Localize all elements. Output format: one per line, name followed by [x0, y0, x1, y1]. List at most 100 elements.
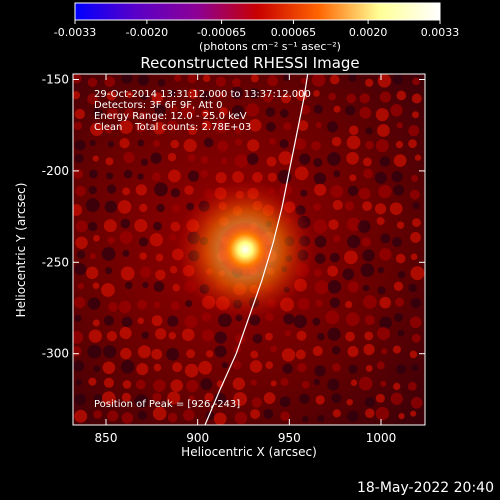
texture-blob: [136, 363, 149, 376]
texture-blob: [167, 152, 177, 162]
texture-blob: [252, 172, 263, 183]
texture-blob: [73, 360, 85, 372]
texture-blob: [138, 237, 149, 247]
texture-blob: [119, 138, 130, 149]
texture-blob: [122, 380, 132, 389]
x-tick-label: 950: [278, 431, 301, 445]
texture-blob: [397, 329, 405, 337]
texture-blob: [93, 365, 101, 373]
texture-blob: [398, 412, 405, 420]
texture-blob: [221, 158, 228, 165]
texture-blob: [140, 158, 149, 166]
texture-blob: [75, 185, 86, 197]
texture-blob: [333, 235, 341, 243]
texture-blob: [152, 172, 161, 181]
texture-blob: [396, 90, 407, 101]
texture-blob: [74, 409, 88, 423]
texture-blob: [344, 105, 356, 116]
texture-blob: [281, 348, 296, 362]
texture-blob: [74, 263, 87, 276]
texture-blob: [266, 122, 276, 132]
texture-blob: [327, 152, 341, 166]
texture-blob: [297, 363, 307, 373]
texture-blob: [375, 393, 385, 403]
texture-blob: [346, 217, 361, 232]
texture-blob: [101, 247, 116, 261]
annotation-total-counts: Clean Total counts: 2.78E+03: [94, 122, 251, 133]
texture-blob: [118, 300, 132, 314]
texture-blob: [248, 119, 262, 132]
texture-blob: [137, 345, 151, 359]
texture-blob: [380, 380, 387, 387]
texture-blob: [155, 328, 167, 340]
texture-blob: [151, 92, 164, 104]
texture-blob: [121, 412, 134, 424]
texture-blob: [267, 75, 278, 87]
texture-blob: [313, 157, 323, 168]
texture-blob: [329, 297, 341, 308]
texture-blob: [170, 221, 181, 232]
texture-blob: [363, 295, 377, 309]
texture-blob: [88, 185, 97, 195]
solar-limb-curve: [204, 74, 309, 425]
texture-blob: [93, 393, 102, 403]
texture-blob: [393, 382, 401, 391]
texture-blob: [300, 104, 311, 115]
peak-position-label: Position of Peak = [926,-243]: [94, 399, 240, 410]
texture-blob: [376, 217, 385, 226]
texture-blob: [364, 331, 374, 341]
texture-blob: [282, 363, 293, 374]
texture-blob: [281, 93, 291, 104]
texture-blob: [101, 283, 115, 297]
texture-blob: [410, 253, 418, 261]
texture-blob: [119, 230, 133, 245]
texture-blob: [77, 283, 85, 290]
texture-blob: [313, 104, 323, 114]
texture-blob: [186, 379, 199, 393]
texture-blob: [375, 139, 389, 153]
texture-blob: [221, 362, 229, 369]
texture-blob: [73, 204, 83, 216]
texture-blob: [331, 345, 341, 355]
texture-blob: [121, 316, 133, 328]
texture-blob: [410, 397, 423, 409]
texture-blob: [270, 380, 277, 387]
texture-blob: [187, 74, 197, 84]
texture-blob: [235, 333, 246, 345]
texture-blob: [347, 281, 359, 293]
texture-blob: [346, 135, 361, 150]
texture-blob: [411, 93, 422, 104]
texture-blob: [325, 310, 340, 325]
texture-blob: [329, 74, 340, 85]
texture-blob: [313, 203, 322, 211]
texture-blob: [327, 327, 341, 341]
texture-blob: [280, 109, 289, 118]
texture-blob: [106, 331, 118, 342]
texture-blob: [315, 122, 322, 129]
texture-blob: [359, 106, 372, 119]
texture-blob: [280, 378, 289, 386]
texture-blob: [235, 138, 242, 146]
texture-blob: [214, 119, 229, 134]
texture-blob: [137, 74, 150, 86]
plot-frame: [72, 73, 426, 426]
texture-blob: [172, 283, 180, 292]
texture-blob: [102, 361, 116, 375]
texture-blob: [361, 237, 371, 247]
texture-blob: [392, 345, 402, 354]
texture-blob: [170, 139, 180, 149]
texture-blob: [234, 411, 248, 425]
texture-blob: [107, 140, 115, 148]
colorbar-tick-label: 0.0033: [421, 26, 460, 39]
annotation-energy-range: Energy Range: 12.0 - 25.0 keV: [94, 111, 247, 122]
texture-blob: [365, 365, 373, 372]
texture-blob: [379, 248, 392, 261]
texture-blob: [73, 346, 82, 357]
texture-blob: [152, 406, 167, 421]
texture-blob: [330, 185, 344, 198]
texture-blob: [315, 299, 323, 307]
texture-blob: [412, 218, 421, 227]
texture-blob: [302, 415, 309, 423]
texture-blob: [296, 330, 307, 341]
texture-blob: [121, 392, 132, 403]
